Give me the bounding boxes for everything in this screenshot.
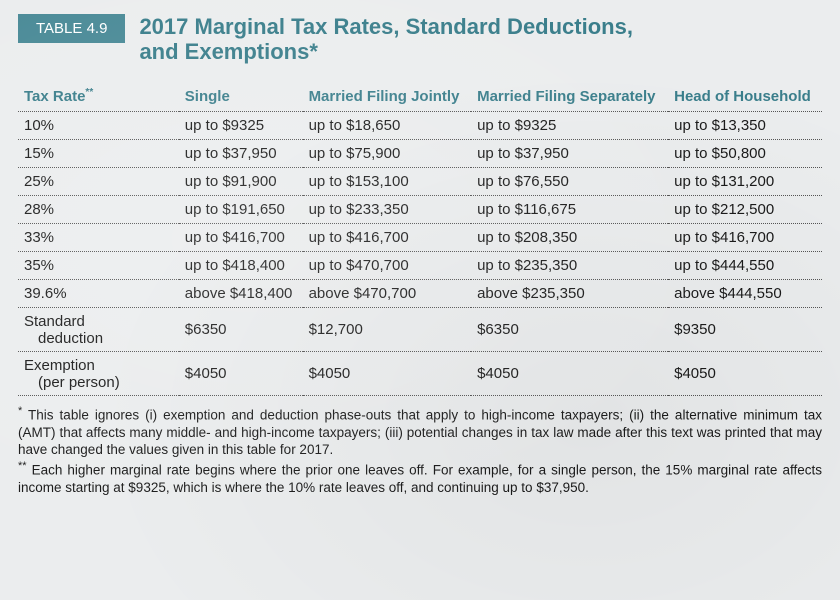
- footnote-1: * This table ignores (i) exemption and d…: [18, 404, 822, 459]
- footnotes: * This table ignores (i) exemption and d…: [18, 404, 822, 497]
- footnote-2: ** Each higher marginal rate begins wher…: [18, 459, 822, 497]
- cell-rate: 25%: [18, 167, 179, 195]
- cell-single: up to $418,400: [179, 251, 303, 279]
- row-label: Standard deduction: [18, 307, 179, 351]
- title-line-2: and Exemptions*: [139, 39, 317, 64]
- cell-sep: up to $9325: [471, 111, 668, 139]
- standard-deduction-row: Standard deduction $6350 $12,700 $6350 $…: [18, 307, 822, 351]
- cell-hoh: up to $131,200: [668, 167, 822, 195]
- table-title: 2017 Marginal Tax Rates, Standard Deduct…: [139, 14, 633, 65]
- cell-joint: up to $18,650: [303, 111, 472, 139]
- cell-joint: $4050: [303, 351, 472, 395]
- cell-single: up to $9325: [179, 111, 303, 139]
- cell-sep: up to $208,350: [471, 223, 668, 251]
- cell-hoh: up to $416,700: [668, 223, 822, 251]
- cell-hoh: above $444,550: [668, 279, 822, 307]
- cell-rate: 10%: [18, 111, 179, 139]
- cell-joint: up to $233,350: [303, 195, 472, 223]
- col-tax-rate: Tax Rate**: [18, 83, 179, 112]
- label-main: Standard: [24, 313, 85, 330]
- table-row: 10%up to $9325up to $18,650up to $9325up…: [18, 111, 822, 139]
- col-married-separate: Married Filing Separately: [471, 83, 668, 112]
- col-sup: **: [85, 87, 93, 98]
- cell-hoh: up to $13,350: [668, 111, 822, 139]
- table-number-badge: TABLE 4.9: [18, 14, 125, 43]
- cell-hoh: $9350: [668, 307, 822, 351]
- col-head-household: Head of Household: [668, 83, 822, 112]
- title-line-1: 2017 Marginal Tax Rates, Standard Deduct…: [139, 14, 633, 39]
- cell-single: up to $416,700: [179, 223, 303, 251]
- cell-single: above $418,400: [179, 279, 303, 307]
- row-label: Exemption (per person): [18, 351, 179, 395]
- cell-single: $6350: [179, 307, 303, 351]
- table-header: TABLE 4.9 2017 Marginal Tax Rates, Stand…: [18, 14, 822, 65]
- footnote-text: Each higher marginal rate begins where t…: [18, 462, 822, 495]
- cell-joint: $12,700: [303, 307, 472, 351]
- col-married-joint: Married Filing Jointly: [303, 83, 472, 112]
- cell-hoh: up to $50,800: [668, 139, 822, 167]
- label-sub: deduction: [24, 330, 173, 347]
- footnote-text: This table ignores (i) exemption and ded…: [18, 407, 822, 457]
- table-row: 35%up to $418,400up to $470,700up to $23…: [18, 251, 822, 279]
- cell-sep: up to $76,550: [471, 167, 668, 195]
- cell-rate: 28%: [18, 195, 179, 223]
- cell-single: $4050: [179, 351, 303, 395]
- cell-joint: up to $153,100: [303, 167, 472, 195]
- table-row: 39.6%above $418,400above $470,700above $…: [18, 279, 822, 307]
- cell-sep: $4050: [471, 351, 668, 395]
- cell-joint: above $470,700: [303, 279, 472, 307]
- table-header-row: Tax Rate** Single Married Filing Jointly…: [18, 83, 822, 112]
- cell-rate: 15%: [18, 139, 179, 167]
- cell-sep: up to $116,675: [471, 195, 668, 223]
- label-main: Exemption: [24, 357, 95, 374]
- cell-sep: $6350: [471, 307, 668, 351]
- cell-joint: up to $75,900: [303, 139, 472, 167]
- cell-single: up to $37,950: [179, 139, 303, 167]
- label-sub: (per person): [24, 374, 173, 391]
- cell-rate: 39.6%: [18, 279, 179, 307]
- table-row: 15%up to $37,950up to $75,900up to $37,9…: [18, 139, 822, 167]
- cell-rate: 33%: [18, 223, 179, 251]
- cell-sep: above $235,350: [471, 279, 668, 307]
- tax-table: Tax Rate** Single Married Filing Jointly…: [18, 83, 822, 396]
- col-label: Tax Rate: [24, 88, 85, 105]
- cell-joint: up to $470,700: [303, 251, 472, 279]
- cell-hoh: up to $444,550: [668, 251, 822, 279]
- cell-sep: up to $235,350: [471, 251, 668, 279]
- exemption-row: Exemption (per person) $4050 $4050 $4050…: [18, 351, 822, 395]
- table-row: 28%up to $191,650up to $233,350up to $11…: [18, 195, 822, 223]
- table-row: 33%up to $416,700up to $416,700up to $20…: [18, 223, 822, 251]
- cell-rate: 35%: [18, 251, 179, 279]
- cell-single: up to $91,900: [179, 167, 303, 195]
- cell-hoh: up to $212,500: [668, 195, 822, 223]
- cell-joint: up to $416,700: [303, 223, 472, 251]
- cell-single: up to $191,650: [179, 195, 303, 223]
- col-single: Single: [179, 83, 303, 112]
- table-row: 25%up to $91,900up to $153,100up to $76,…: [18, 167, 822, 195]
- cell-hoh: $4050: [668, 351, 822, 395]
- cell-sep: up to $37,950: [471, 139, 668, 167]
